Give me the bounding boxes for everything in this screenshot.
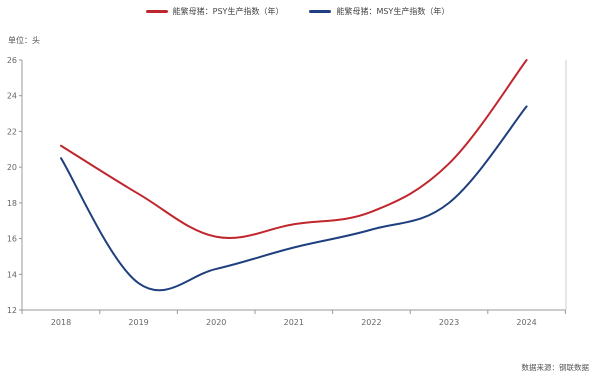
x-tick-label: 2023 [439, 318, 459, 327]
y-axis-unit-label: 单位：头 [8, 36, 40, 45]
legend-swatch-msy [309, 10, 332, 13]
series-line-psy [60, 59, 528, 240]
y-tick-label: 26 [7, 56, 17, 65]
x-tick-label: 2019 [128, 318, 148, 327]
data-source-label: 数据来源：钢联数据 [521, 363, 590, 372]
x-tick-label: 2024 [516, 318, 536, 327]
x-tick-label: 2022 [361, 318, 381, 327]
legend: 能繁母猪：PSY生产指数（年） 能繁母猪：MSY生产指数（年） [0, 6, 595, 17]
y-tick-label: 12 [7, 306, 17, 315]
y-tick-label: 20 [7, 163, 17, 172]
legend-label-psy: 能繁母猪：PSY生产指数（年） [172, 7, 284, 16]
legend-label-msy: 能繁母猪：MSY生产指数（年） [336, 7, 450, 16]
legend-item-psy: 能繁母猪：PSY生产指数（年） [145, 6, 284, 17]
y-tick-label: 24 [7, 92, 17, 101]
x-tick-label: 2021 [284, 318, 304, 327]
legend-item-msy: 能繁母猪：MSY生产指数（年） [309, 6, 449, 17]
x-tick-label: 2018 [51, 318, 71, 327]
y-tick-label: 22 [7, 127, 17, 136]
y-tick-label: 18 [7, 199, 17, 208]
y-tick-label: 14 [7, 270, 17, 279]
series-line-msy [60, 105, 528, 292]
y-tick-label: 16 [7, 235, 17, 244]
x-tick-label: 2020 [206, 318, 226, 327]
legend-swatch-psy [145, 10, 168, 13]
